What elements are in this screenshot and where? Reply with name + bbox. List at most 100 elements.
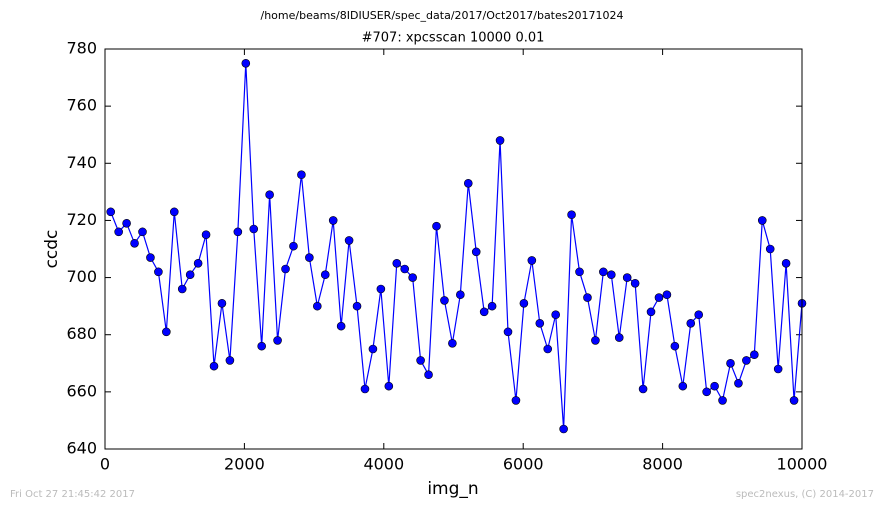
data-point: [249, 224, 259, 234]
data-point: [177, 284, 187, 294]
data-point: [511, 396, 521, 405]
data-point: [527, 256, 537, 265]
data-point: [463, 178, 473, 188]
data-point: [575, 267, 584, 277]
data-point: [344, 236, 354, 245]
data-point: [138, 227, 147, 237]
data-point: [789, 396, 799, 405]
data-point: [726, 358, 735, 368]
data-point: [106, 207, 116, 217]
x-tick-label: 0: [100, 455, 110, 474]
data-point: [495, 136, 505, 145]
data-point: [662, 290, 672, 300]
data-point: [320, 270, 330, 280]
data-point: [479, 307, 489, 317]
data-point: [217, 298, 227, 308]
data-point: [487, 301, 497, 311]
data-point: [757, 216, 767, 225]
data-point: [686, 318, 696, 328]
data-point: [519, 298, 529, 308]
data-point: [114, 227, 123, 237]
chart-subtitle: #707: xpcsscan 10000 0.01: [362, 31, 545, 46]
x-tick-label: 8000: [642, 455, 683, 474]
data-point: [456, 290, 465, 300]
data-point: [503, 327, 513, 337]
data-point: [432, 221, 441, 231]
data-point: [448, 338, 457, 348]
footer-left: Fri Oct 27 21:45:42 2017: [10, 489, 135, 500]
data-point: [273, 336, 282, 345]
data-point: [591, 336, 600, 345]
data-point: [646, 307, 656, 317]
data-point: [122, 218, 131, 228]
data-point: [392, 258, 402, 268]
data-point: [352, 301, 362, 311]
data-point: [408, 273, 417, 282]
data-point: [607, 270, 616, 280]
data-point: [773, 364, 783, 374]
data-point: [742, 356, 751, 365]
data-point: [336, 321, 346, 331]
data-point: [146, 253, 155, 262]
data-point: [424, 370, 433, 380]
y-tick-label: 640: [66, 439, 97, 458]
data-point: [225, 356, 235, 365]
data-point: [583, 293, 592, 302]
data-point: [130, 238, 139, 248]
data-point: [440, 296, 449, 305]
data-point: [694, 310, 704, 320]
footer-right: spec2nexus, (C) 2014-2017: [736, 489, 874, 500]
data-point: [567, 210, 576, 220]
y-tick-label: 760: [66, 96, 97, 115]
data-point: [257, 341, 266, 351]
x-tick-label: 4000: [363, 455, 404, 474]
data-point: [305, 253, 314, 262]
data-point: [169, 207, 179, 217]
data-point: [201, 230, 211, 240]
data-point: [718, 396, 727, 405]
x-axis-label: img_n: [427, 479, 478, 499]
data-point: [209, 361, 219, 371]
data-point: [670, 341, 680, 351]
data-point: [543, 344, 553, 354]
data-point: [162, 327, 171, 337]
x-tick-label: 2000: [224, 455, 265, 474]
data-point: [765, 244, 775, 254]
data-point: [193, 258, 203, 268]
data-point: [614, 333, 624, 342]
y-tick-label: 780: [66, 39, 97, 58]
data-point: [678, 381, 688, 391]
data-point: [233, 227, 243, 237]
data-point: [471, 247, 481, 257]
data-point: [535, 318, 545, 328]
x-tick-label: 6000: [503, 455, 544, 474]
data-point: [750, 350, 759, 360]
data-point: [599, 267, 608, 277]
plot-frame: [104, 48, 803, 450]
data-point: [241, 58, 251, 68]
chart-title: /home/beams/8IDIUSER/spec_data/2017/Oct2…: [261, 9, 624, 22]
data-point: [297, 170, 306, 180]
data-point: [384, 381, 394, 391]
data-point: [654, 293, 664, 302]
y-tick-label: 740: [66, 153, 97, 172]
data-point: [360, 384, 370, 394]
y-tick-label: 680: [66, 324, 97, 343]
data-point: [710, 381, 719, 391]
data-point: [328, 216, 338, 225]
data-point: [368, 344, 378, 354]
data-point: [551, 310, 560, 320]
data-point: [376, 284, 386, 294]
data-point: [265, 190, 274, 200]
data-point: [734, 378, 743, 388]
y-tick-label: 720: [66, 210, 97, 229]
data-point: [416, 356, 425, 365]
data-point: [313, 301, 322, 311]
data-point: [630, 278, 640, 288]
data-point: [638, 384, 648, 394]
x-tick-label: 10000: [777, 455, 828, 474]
data-point: [185, 270, 195, 280]
data-point: [622, 273, 632, 282]
data-point: [559, 424, 568, 434]
